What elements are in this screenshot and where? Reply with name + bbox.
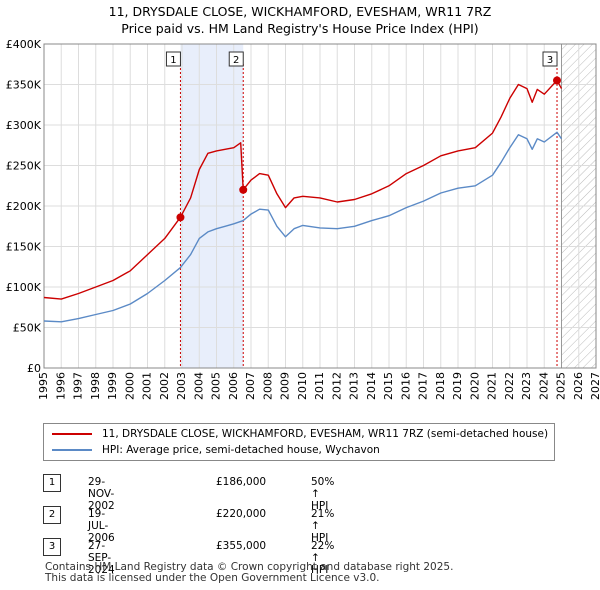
hpi-line xyxy=(43,131,563,323)
sale-label: 2 xyxy=(233,55,239,66)
sale-price: £220,000 xyxy=(216,508,267,520)
legend-swatch-property xyxy=(52,433,92,435)
footer-copyright: Contains HM Land Registry data © Crown c… xyxy=(45,561,454,573)
property-price-line xyxy=(43,79,563,300)
x-tick-label: 2006 xyxy=(227,372,240,400)
x-tick-label: 2009 xyxy=(279,372,292,400)
x-tick-label: 2005 xyxy=(210,372,223,400)
y-tick-label: £200K xyxy=(6,200,42,213)
x-tick-label: 2018 xyxy=(434,372,447,400)
x-tick-label: 2013 xyxy=(348,372,361,400)
x-tick-label: 2003 xyxy=(175,372,188,400)
sale-number-badge: 1 xyxy=(43,474,61,492)
x-tick-label: 2011 xyxy=(313,372,326,400)
legend-item-hpi: HPI: Average price, semi-detached house,… xyxy=(52,442,380,458)
x-tick-label: 2022 xyxy=(503,372,516,400)
sale-point xyxy=(553,76,562,85)
sale-point xyxy=(176,213,185,222)
sale-point xyxy=(239,185,248,194)
y-tick-label: £250K xyxy=(6,160,42,173)
x-tick-label: 2015 xyxy=(382,372,395,400)
x-tick-label: 2010 xyxy=(296,372,309,400)
x-tick-label: 2016 xyxy=(399,372,412,400)
y-tick-label: £150K xyxy=(6,241,42,254)
sale-label-box xyxy=(542,51,558,67)
x-tick-label: 2027 xyxy=(589,372,600,400)
legend: 11, DRYSDALE CLOSE, WICKHAMFORD, EVESHAM… xyxy=(43,423,555,461)
x-tick-label: 2017 xyxy=(417,372,430,400)
sale-label: 1 xyxy=(170,55,176,66)
x-tick-label: 2019 xyxy=(451,372,464,400)
x-tick-label: 2012 xyxy=(330,372,343,400)
chart-title: 11, DRYSDALE CLOSE, WICKHAMFORD, EVESHAM… xyxy=(108,4,492,19)
x-tick-label: 2026 xyxy=(572,372,585,400)
plot-frame xyxy=(43,43,597,369)
x-tick-label: 2024 xyxy=(537,372,550,400)
sale-price: £186,000 xyxy=(216,476,267,488)
y-tick-label: £50K xyxy=(13,322,42,335)
sale-date: 29-NOV-2002 xyxy=(88,476,115,512)
x-tick-label: 2008 xyxy=(261,372,274,400)
x-tick-label: 2021 xyxy=(486,372,499,400)
y-tick-label: £400K xyxy=(6,38,42,51)
sale-hpi-change: 22% ↑ HPI xyxy=(311,540,335,576)
y-tick-label: £300K xyxy=(6,119,42,132)
sale-number-badge: 2 xyxy=(43,506,61,524)
price-chart: 1 2 3 £0 £50K £100K £150K £200K £250K £300K £350K £… xyxy=(6,38,600,400)
y-tick-label: £100K xyxy=(6,281,42,294)
x-tick-label: 2007 xyxy=(244,372,257,400)
sale-hpi-change: 50% ↑ HPI xyxy=(311,476,335,512)
x-tick-label: 2020 xyxy=(468,372,481,400)
y-tick-label: £0 xyxy=(27,362,41,375)
x-tick-label: 2023 xyxy=(520,372,533,400)
x-tick-label: 1996 xyxy=(54,372,67,400)
chart-subtitle: Price paid vs. HM Land Registry's House … xyxy=(121,21,479,36)
x-tick-label: 2004 xyxy=(192,372,205,400)
sale-hpi-change: 21% ↑ HPI xyxy=(311,508,335,544)
sale-label-box xyxy=(228,51,244,67)
legend-label-hpi: HPI: Average price, semi-detached house,… xyxy=(102,444,380,456)
sale-label: 3 xyxy=(547,55,553,66)
x-tick-label: 2000 xyxy=(123,372,136,400)
x-tick-label: 1998 xyxy=(89,372,102,400)
footer-license: This data is licensed under the Open Gov… xyxy=(45,572,380,584)
sale-date: 27-SEP-2024 xyxy=(88,540,115,576)
x-tick-label: 1999 xyxy=(106,372,119,400)
legend-swatch-hpi xyxy=(52,449,92,451)
x-tick-label: 2001 xyxy=(141,372,154,400)
y-tick-label: £350K xyxy=(6,79,42,92)
sale-label-box xyxy=(165,51,181,67)
legend-item-property: 11, DRYSDALE CLOSE, WICKHAMFORD, EVESHAM… xyxy=(52,426,548,442)
x-tick-label: 2002 xyxy=(158,372,171,400)
footer-attribution: Contains HM Land Registry data © Crown c… xyxy=(45,562,453,584)
x-tick-label: 2025 xyxy=(555,372,568,400)
sale-number-badge: 3 xyxy=(43,538,61,556)
sale-date: 19-JUL-2006 xyxy=(88,508,115,544)
x-tick-label: 2014 xyxy=(365,372,378,400)
sale-price: £355,000 xyxy=(216,540,267,552)
x-tick-label: 1997 xyxy=(72,372,85,400)
x-tick-label: 1995 xyxy=(37,372,50,400)
legend-label-property: 11, DRYSDALE CLOSE, WICKHAMFORD, EVESHAM… xyxy=(102,428,549,440)
